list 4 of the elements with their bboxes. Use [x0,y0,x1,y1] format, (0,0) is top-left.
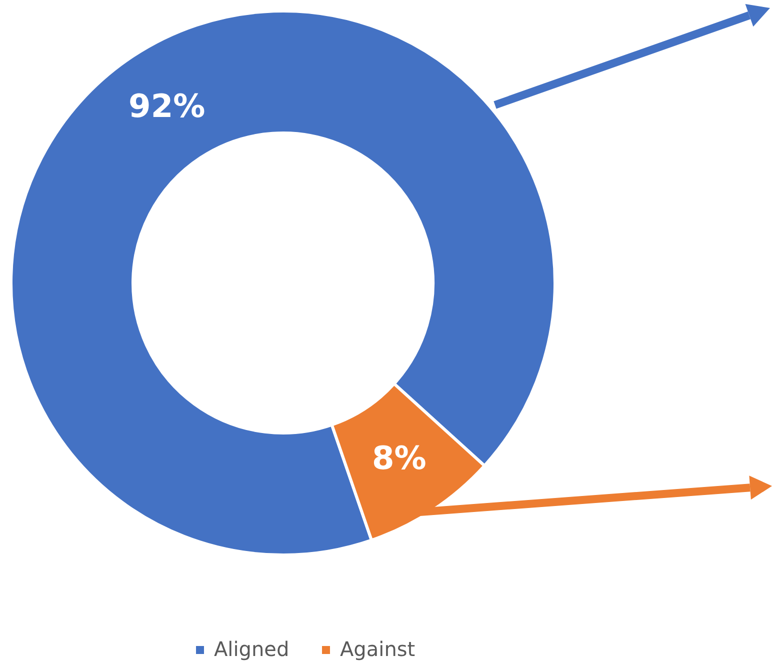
legend-label: Against [340,637,416,661]
data-label: 92% [128,86,206,125]
legend-label: Aligned [214,637,290,661]
data-label: 8% [372,439,426,478]
